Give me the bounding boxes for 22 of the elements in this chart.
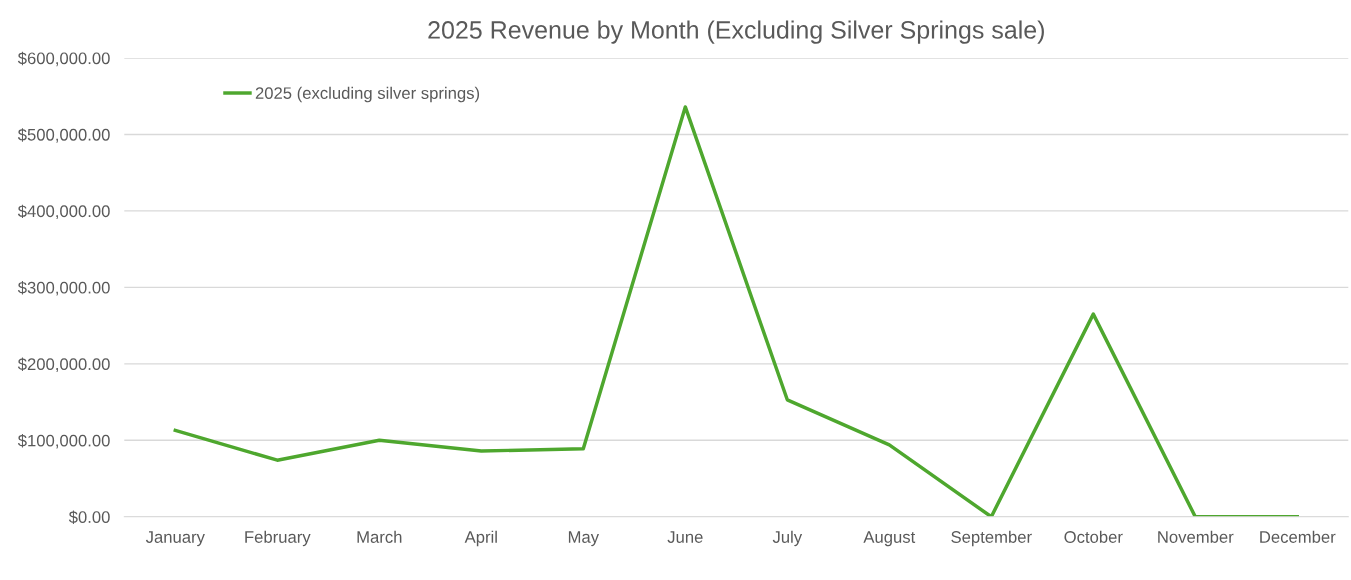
y-tick-label: $500,000.00: [17, 128, 110, 143]
y-tick-label: $300,000.00: [17, 281, 110, 296]
x-tick-label: January: [145, 531, 205, 547]
x-tick-label: June: [667, 531, 703, 543]
x-tick-label: August: [863, 531, 916, 547]
x-tick-label: November: [1158, 530, 1234, 543]
chart-title: 2025 Revenue by Month (Excluding Silver Springs sale): [428, 20, 1044, 44]
y-tick-label: $100,000.00: [17, 434, 110, 449]
x-tick-label: July: [772, 530, 803, 547]
x-tick-label: February: [245, 530, 311, 547]
y-tick-label: $200,000.00: [17, 357, 110, 373]
x-tick-label: October: [1064, 530, 1123, 543]
y-tick-label: $0.00: [68, 510, 110, 524]
x-tick-label: December: [1260, 530, 1336, 543]
y-tick-label: $600,000.00: [17, 51, 110, 67]
y-tick-label: $400,000.00: [17, 204, 110, 220]
legend-label: 2025 (excluding silver springs): [255, 86, 480, 103]
x-tick-label: May: [568, 531, 600, 547]
x-tick-label: September: [951, 530, 1032, 547]
x-tick-label: March: [357, 530, 402, 543]
line-series: [173, 105, 1300, 517]
x-tick-label: April: [464, 530, 497, 547]
